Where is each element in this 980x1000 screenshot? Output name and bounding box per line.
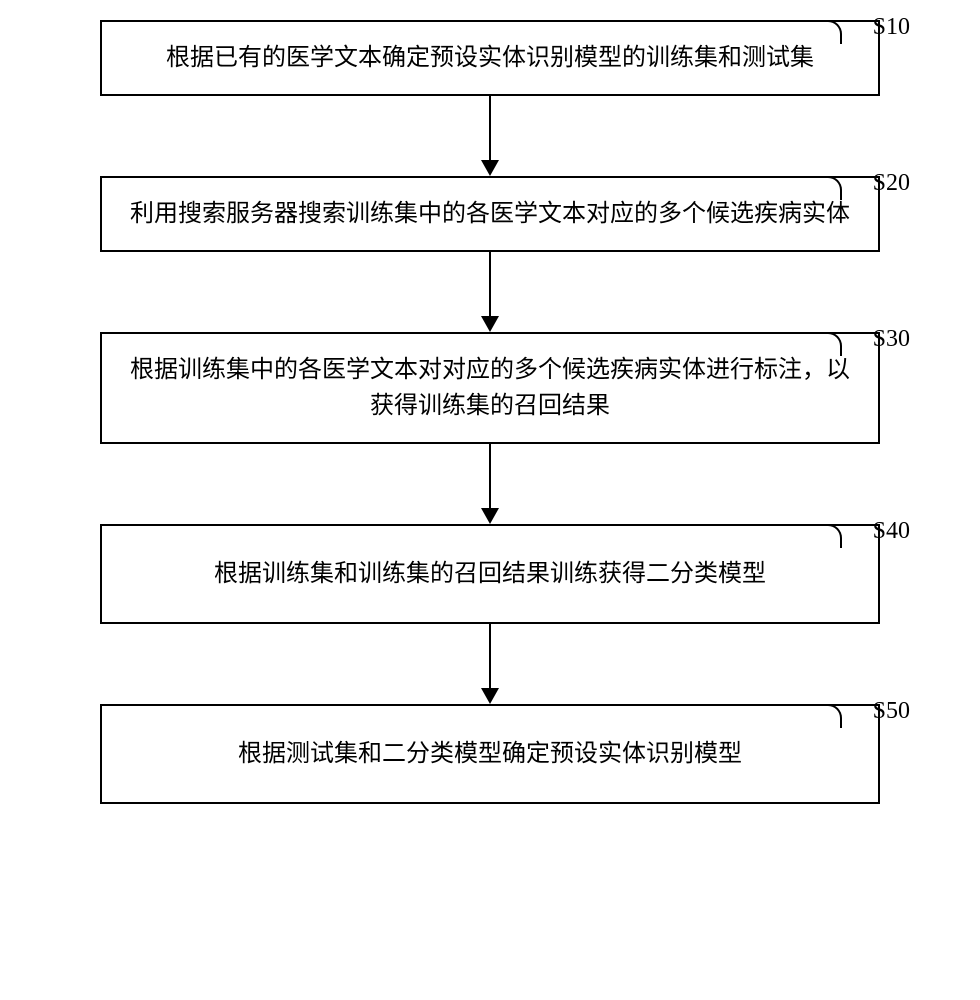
arrow-head-icon	[481, 508, 499, 524]
arrow-line-icon	[489, 444, 491, 508]
step-s10-connector	[772, 20, 842, 44]
step-s30-box: 根据训练集中的各医学文本对对应的多个候选疾病实体进行标注，以获得训练集的召回结果	[100, 332, 880, 444]
step-s10-text: 根据已有的医学文本确定预设实体识别模型的训练集和测试集	[166, 45, 814, 71]
arrow-line-icon	[489, 96, 491, 160]
step-s40-label: S40	[873, 518, 910, 545]
step-s30-label: S30	[873, 326, 910, 353]
step-s40-connector	[772, 524, 842, 548]
flowchart-container: 根据已有的医学文本确定预设实体识别模型的训练集和测试集 S10 利用搜索服务器搜…	[40, 20, 940, 804]
step-s50-box: 根据测试集和二分类模型确定预设实体识别模型	[100, 704, 880, 804]
arrow-head-icon	[481, 688, 499, 704]
step-s40-text: 根据训练集和训练集的召回结果训练获得二分类模型	[214, 561, 766, 587]
step-s20-connector	[772, 176, 842, 200]
arrow-s10-s20	[481, 96, 499, 176]
step-s50-text: 根据测试集和二分类模型确定预设实体识别模型	[238, 741, 742, 767]
step-s30-container: 根据训练集中的各医学文本对对应的多个候选疾病实体进行标注，以获得训练集的召回结果…	[40, 332, 940, 444]
arrow-head-icon	[481, 316, 499, 332]
arrow-s30-s40	[481, 444, 499, 524]
step-s10-container: 根据已有的医学文本确定预设实体识别模型的训练集和测试集 S10	[40, 20, 940, 96]
step-s20-label: S20	[873, 170, 910, 197]
step-s50-label: S50	[873, 698, 910, 725]
step-s20-container: 利用搜索服务器搜索训练集中的各医学文本对应的多个候选疾病实体 S20	[40, 176, 940, 252]
step-s10-label: S10	[873, 14, 910, 41]
step-s50-connector	[772, 704, 842, 728]
step-s30-connector	[772, 332, 842, 356]
arrow-line-icon	[489, 252, 491, 316]
arrow-s40-s50	[481, 624, 499, 704]
step-s30-text: 根据训练集中的各医学文本对对应的多个候选疾病实体进行标注，以获得训练集的召回结果	[130, 357, 850, 419]
arrow-line-icon	[489, 624, 491, 688]
arrow-s20-s30	[481, 252, 499, 332]
step-s40-container: 根据训练集和训练集的召回结果训练获得二分类模型 S40	[40, 524, 940, 624]
step-s20-text: 利用搜索服务器搜索训练集中的各医学文本对应的多个候选疾病实体	[130, 201, 850, 227]
step-s50-container: 根据测试集和二分类模型确定预设实体识别模型 S50	[40, 704, 940, 804]
arrow-head-icon	[481, 160, 499, 176]
step-s10-box: 根据已有的医学文本确定预设实体识别模型的训练集和测试集	[100, 20, 880, 96]
step-s20-box: 利用搜索服务器搜索训练集中的各医学文本对应的多个候选疾病实体	[100, 176, 880, 252]
step-s40-box: 根据训练集和训练集的召回结果训练获得二分类模型	[100, 524, 880, 624]
